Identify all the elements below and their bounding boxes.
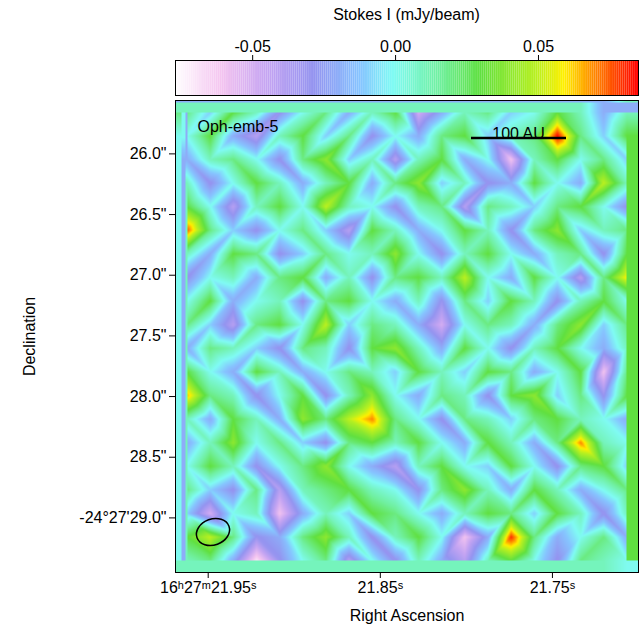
svg-text:16ʰ27ᵐ21.95ˢ: 16ʰ27ᵐ21.95ˢ — [160, 579, 257, 596]
svg-text:26.0": 26.0" — [130, 145, 167, 162]
svg-text:Right Ascension: Right Ascension — [350, 607, 465, 624]
svg-text:-0.05: -0.05 — [234, 38, 271, 55]
svg-text:28.0": 28.0" — [130, 388, 167, 405]
svg-text:28.5": 28.5" — [130, 448, 167, 465]
svg-text:21.85ˢ: 21.85ˢ — [358, 579, 404, 596]
svg-text:100 AU: 100 AU — [492, 125, 544, 142]
svg-text:Declination: Declination — [21, 297, 38, 376]
html-text:Stokes I (mJy/beam): Stokes I (mJy/beam) — [333, 6, 480, 23]
svg-text:21.75ˢ: 21.75ˢ — [530, 579, 576, 596]
svg-text:Oph-emb-5: Oph-emb-5 — [198, 118, 279, 135]
svg-text:27.5": 27.5" — [130, 327, 167, 344]
svg-text:27.0": 27.0" — [130, 266, 167, 283]
svg-text:0.00: 0.00 — [380, 38, 411, 55]
svg-text:0.05: 0.05 — [523, 38, 554, 55]
svg-text:26.5": 26.5" — [130, 206, 167, 223]
svg-text:-24°27'29.0": -24°27'29.0" — [79, 509, 166, 526]
